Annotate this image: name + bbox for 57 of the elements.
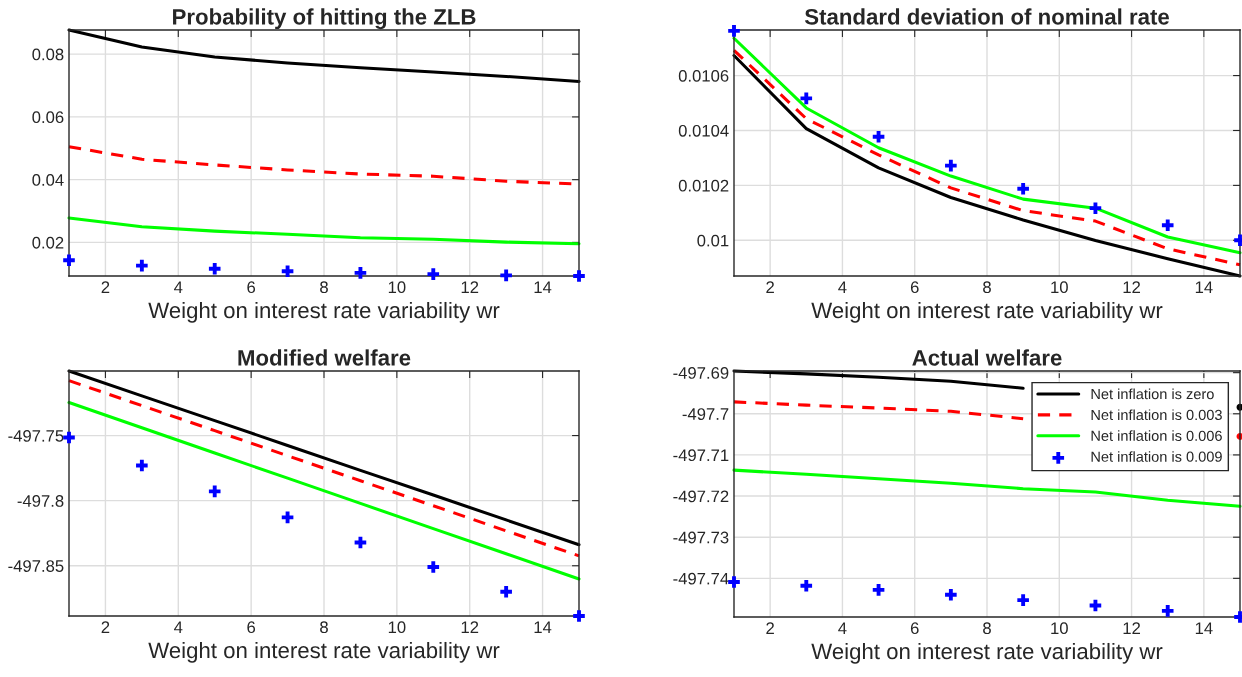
legend-label: Net inflation is 0.009 <box>1091 451 1222 462</box>
x-tick-label: 2 <box>101 281 110 293</box>
x-tick-label: 2 <box>101 621 110 633</box>
y-tick-label: -497.8 <box>17 495 64 507</box>
y-tick-label: -497.85 <box>8 560 64 572</box>
x-tick-label: 4 <box>174 281 183 293</box>
y-tick-label: 0.0102 <box>678 179 729 192</box>
y-tick-label: 0.0104 <box>678 124 729 137</box>
x-axis-title: Weight on interest rate variability wr <box>148 641 500 663</box>
y-tick-label: 0.08 <box>32 48 64 61</box>
y-tick-label: -497.7 <box>682 408 729 420</box>
legend-label: Net inflation is zero <box>1091 388 1214 400</box>
y-tick-label: 0.01 <box>697 234 729 247</box>
x-tick-label: 8 <box>983 281 991 294</box>
x-tick-label: 12 <box>1123 622 1140 634</box>
y-tick-label: -497.75 <box>8 429 64 442</box>
x-tick-label: 2 <box>766 281 774 293</box>
chart-title: Standard deviation of nominal rate <box>804 8 1169 25</box>
x-tick-label: 8 <box>983 622 991 635</box>
x-tick-label: 14 <box>1195 281 1213 293</box>
y-tick-label: 0.06 <box>32 111 64 124</box>
x-tick-label: 10 <box>388 281 406 294</box>
y-tick-label: -497.74 <box>673 572 729 585</box>
y-tick-label: 0.04 <box>32 174 64 186</box>
x-axis-title: Weight on interest rate variability wr <box>148 301 500 323</box>
x-tick-label: 4 <box>838 622 847 634</box>
y-tick-label: -497.73 <box>673 531 729 544</box>
x-tick-label: 14 <box>1195 622 1213 634</box>
x-tick-label: 8 <box>320 281 328 294</box>
x-tick-label: 12 <box>461 621 479 633</box>
y-tick-label: 0.0106 <box>678 69 729 82</box>
x-axis-title: Weight on interest rate variability wr <box>811 301 1163 323</box>
x-tick-label: 14 <box>534 281 552 293</box>
x-tick-label: 6 <box>247 281 256 294</box>
legend-label: Net inflation is 0.003 <box>1091 409 1222 421</box>
y-tick-label: -497.69 <box>673 367 729 379</box>
x-tick-label: 8 <box>320 621 328 634</box>
x-tick-label: 6 <box>910 622 919 635</box>
x-tick-label: 6 <box>910 281 919 294</box>
x-tick-label: 4 <box>174 621 183 633</box>
x-tick-label: 4 <box>838 281 847 293</box>
y-tick-label: -497.71 <box>673 449 729 462</box>
x-axis-title: Weight on interest rate variability wr <box>811 642 1163 664</box>
y-tick-label: -497.72 <box>673 490 729 503</box>
y-tick-label: 0.02 <box>32 236 64 249</box>
x-tick-label: 14 <box>534 621 552 633</box>
x-tick-label: 10 <box>1051 622 1068 635</box>
x-tick-label: 2 <box>766 622 774 634</box>
x-tick-label: 10 <box>1051 281 1068 294</box>
x-tick-label: 10 <box>388 621 406 634</box>
chart-title: Modified welfare <box>238 349 411 366</box>
x-tick-label: 12 <box>1123 281 1140 293</box>
x-tick-label: 12 <box>461 281 479 293</box>
chart-title: Actual welfare <box>912 349 1062 366</box>
legend-label: Net inflation is 0.006 <box>1091 430 1222 441</box>
chart-title: Probability of hitting the ZLB <box>173 8 476 30</box>
x-tick-label: 6 <box>247 621 256 634</box>
